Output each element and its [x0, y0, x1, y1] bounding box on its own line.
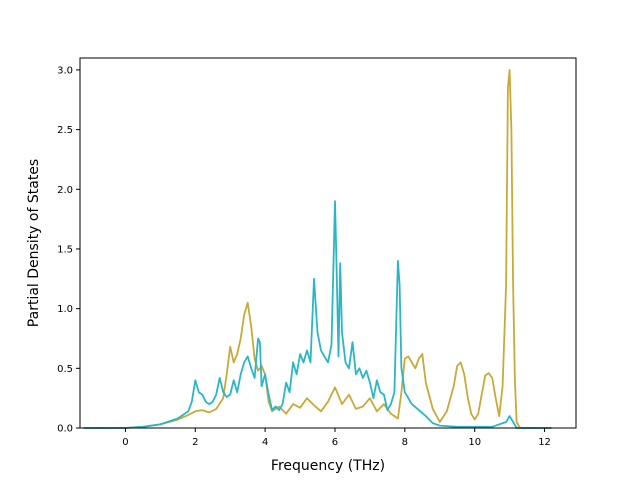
y-axis-label: Partial Density of States: [26, 159, 42, 327]
x-tick-label: 4: [262, 437, 268, 448]
y-tick-label: 1.0: [57, 304, 73, 315]
x-tick-label: 0: [122, 437, 128, 448]
x-axis-ticks: 0 2 4 6 8 10 12: [122, 428, 551, 448]
y-tick-label: 2.5: [57, 125, 73, 136]
x-tick-label: 2: [192, 437, 198, 448]
series-line-1: [83, 200, 552, 429]
x-tick-label: 10: [468, 437, 481, 448]
y-tick-label: 1.5: [57, 244, 73, 255]
plot-frame: [79, 57, 577, 429]
y-axis-ticks: 0.0 0.5 1.0 1.5 2.0 2.5 3.0: [57, 65, 80, 435]
x-axis-label: Frequency (THz): [271, 458, 385, 474]
x-tick-label: 8: [402, 437, 408, 448]
series-line-0: [83, 69, 552, 429]
y-tick-label: 2.0: [57, 185, 73, 196]
x-tick-label: 12: [538, 437, 551, 448]
series-layer: [83, 69, 552, 429]
y-tick-label: 0.0: [57, 424, 73, 435]
y-tick-label: 3.0: [57, 65, 73, 76]
x-tick-label: 6: [332, 437, 338, 448]
y-tick-label: 0.5: [57, 364, 73, 375]
